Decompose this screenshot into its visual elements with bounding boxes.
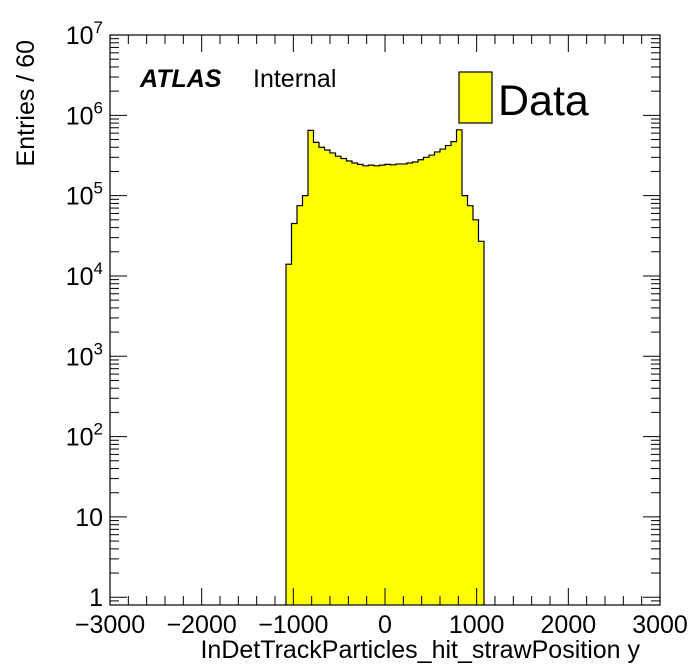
atlas-label-internal: Internal xyxy=(253,65,336,93)
histogram-bar xyxy=(363,165,369,605)
histogram-bar xyxy=(390,164,397,606)
histogram-bar xyxy=(286,264,292,605)
y-tick-label: 102 xyxy=(66,420,103,452)
histogram-bar xyxy=(291,223,298,606)
y-axis-ticks xyxy=(110,38,660,606)
histogram-bar xyxy=(462,195,468,605)
atlas-label-bold: ATLAS xyxy=(139,65,222,93)
histogram-bar xyxy=(423,157,430,606)
histogram-bar xyxy=(319,147,325,606)
histogram-bar xyxy=(330,152,336,605)
x-tick-label: −2000 xyxy=(167,611,237,639)
histogram-bar xyxy=(346,160,353,605)
x-tick-label: 0 xyxy=(378,611,392,639)
histogram-bar xyxy=(313,142,320,605)
histogram-bars xyxy=(286,129,485,606)
histogram-bar xyxy=(385,164,391,605)
histogram-bar xyxy=(297,205,303,605)
x-tick-label: 3000 xyxy=(632,611,688,639)
histogram-bar xyxy=(335,156,342,605)
y-axis-tick-labels: 1 10 102 103 104 105 106 107 xyxy=(66,18,103,612)
x-axis-title: InDetTrackParticles_hit_strawPosition y xyxy=(200,636,640,664)
histogram-bar xyxy=(445,145,452,606)
x-tick-label: −3000 xyxy=(75,611,145,639)
histogram-bar xyxy=(440,149,446,605)
atlas-label: ATLAS Internal xyxy=(139,65,336,93)
histogram-bar xyxy=(357,164,364,605)
histogram-bar xyxy=(352,162,358,606)
legend-swatch-data xyxy=(458,71,493,124)
histogram-bar xyxy=(308,130,314,605)
histogram-bar xyxy=(473,219,479,605)
histogram-bar xyxy=(324,149,331,605)
histogram-bar xyxy=(456,129,463,605)
histogram-bar xyxy=(401,163,408,605)
histogram-bar xyxy=(467,205,474,605)
y-tick-label: 1 xyxy=(89,584,103,612)
histogram-bar xyxy=(418,159,424,605)
histogram-bar xyxy=(407,162,413,606)
x-tick-label: 2000 xyxy=(541,611,597,639)
histogram-bar xyxy=(341,158,347,605)
x-axis-tick-labels: −3000 −2000 −1000 0 1000 2000 3000 xyxy=(75,611,688,639)
y-tick-label: 103 xyxy=(66,339,103,371)
histogram-outline xyxy=(285,129,485,605)
histogram-bar xyxy=(478,241,485,605)
y-tick-label: 107 xyxy=(66,18,103,50)
y-tick-label: 104 xyxy=(66,259,103,291)
y-tick-label: 106 xyxy=(66,98,103,130)
histogram-bar xyxy=(451,141,457,605)
y-tick-label: 10 xyxy=(75,504,103,532)
y-tick-label: 105 xyxy=(66,179,103,211)
x-tick-label: 1000 xyxy=(449,611,505,639)
histogram-bar xyxy=(379,165,386,605)
x-axis-ticks xyxy=(109,35,661,605)
histogram-bar xyxy=(396,163,402,605)
legend: Data xyxy=(458,71,589,125)
legend-label-data: Data xyxy=(498,77,589,125)
histogram-bar xyxy=(434,151,441,606)
histogram-bar xyxy=(429,155,435,605)
histogram-bar xyxy=(374,165,380,605)
histogram-bar xyxy=(368,165,375,605)
x-tick-label: −1000 xyxy=(258,611,328,639)
histogram-bar xyxy=(302,195,309,605)
y-axis-title: Entries / 60 xyxy=(12,40,40,166)
histogram-bar xyxy=(412,162,419,605)
